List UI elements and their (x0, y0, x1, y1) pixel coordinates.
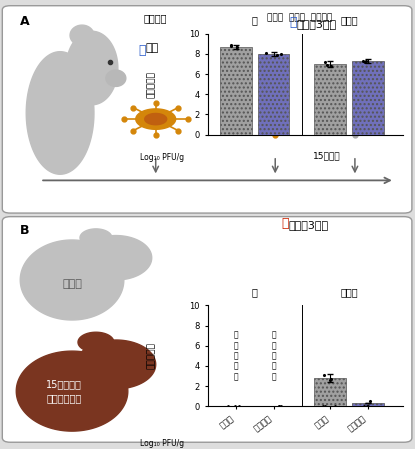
Text: Log₁₀ PFU/g: Log₁₀ PFU/g (139, 439, 183, 448)
Text: ウイルス量: ウイルス量 (146, 343, 155, 369)
Text: B: B (20, 224, 30, 238)
Bar (315, 378, 346, 406)
Text: 感染: 感染 (146, 44, 159, 53)
FancyBboxPatch shape (2, 217, 412, 442)
Polygon shape (80, 236, 152, 280)
Bar (258, 54, 289, 135)
Polygon shape (26, 52, 94, 174)
Text: 肺: 肺 (252, 287, 258, 297)
Text: ウイルス量: ウイルス量 (146, 71, 155, 97)
Bar (352, 61, 384, 135)
Polygon shape (106, 70, 126, 86)
Text: 15ヶ月後: 15ヶ月後 (313, 152, 341, 161)
Polygon shape (16, 351, 128, 431)
Bar (352, 403, 384, 406)
Text: 従来株の: 従来株の (144, 13, 168, 23)
Text: A: A (20, 15, 30, 28)
Text: 鼻甲介: 鼻甲介 (340, 16, 358, 26)
Polygon shape (78, 332, 114, 352)
Polygon shape (335, 109, 375, 129)
Text: Log₁₀ PFU/g: Log₁₀ PFU/g (139, 153, 183, 162)
Polygon shape (145, 114, 167, 125)
Text: 従来株  または  デルタ株: 従来株 または デルタ株 (266, 13, 332, 22)
Text: 鼻甲介: 鼻甲介 (340, 287, 358, 297)
Text: 15ヶ月前に
従来株に感染: 15ヶ月前に 従来株に感染 (46, 379, 82, 403)
Text: 検
出
さ
れ
ず: 検 出 さ れ ず (234, 330, 238, 381)
Polygon shape (66, 31, 118, 105)
FancyBboxPatch shape (2, 6, 412, 213)
Polygon shape (255, 109, 295, 129)
Polygon shape (70, 25, 94, 45)
Polygon shape (344, 114, 366, 125)
Text: 初: 初 (138, 44, 146, 57)
Bar (220, 47, 251, 135)
Text: 再: 再 (276, 44, 283, 57)
Text: 感染: 感染 (283, 44, 296, 53)
Polygon shape (76, 340, 156, 389)
Text: 初: 初 (289, 16, 297, 29)
Text: 未感染: 未感染 (62, 279, 82, 290)
Polygon shape (80, 229, 112, 247)
Text: 再: 再 (281, 217, 288, 230)
Text: 検
出
さ
れ
ず: 検 出 さ れ ず (271, 330, 276, 381)
Bar (315, 64, 346, 135)
Text: 感染後3日目: 感染後3日目 (288, 220, 329, 230)
Text: 肺: 肺 (252, 16, 258, 26)
Polygon shape (136, 109, 176, 129)
Polygon shape (264, 114, 286, 125)
Polygon shape (20, 240, 124, 320)
Text: 感染後3日目: 感染後3日目 (297, 19, 337, 29)
